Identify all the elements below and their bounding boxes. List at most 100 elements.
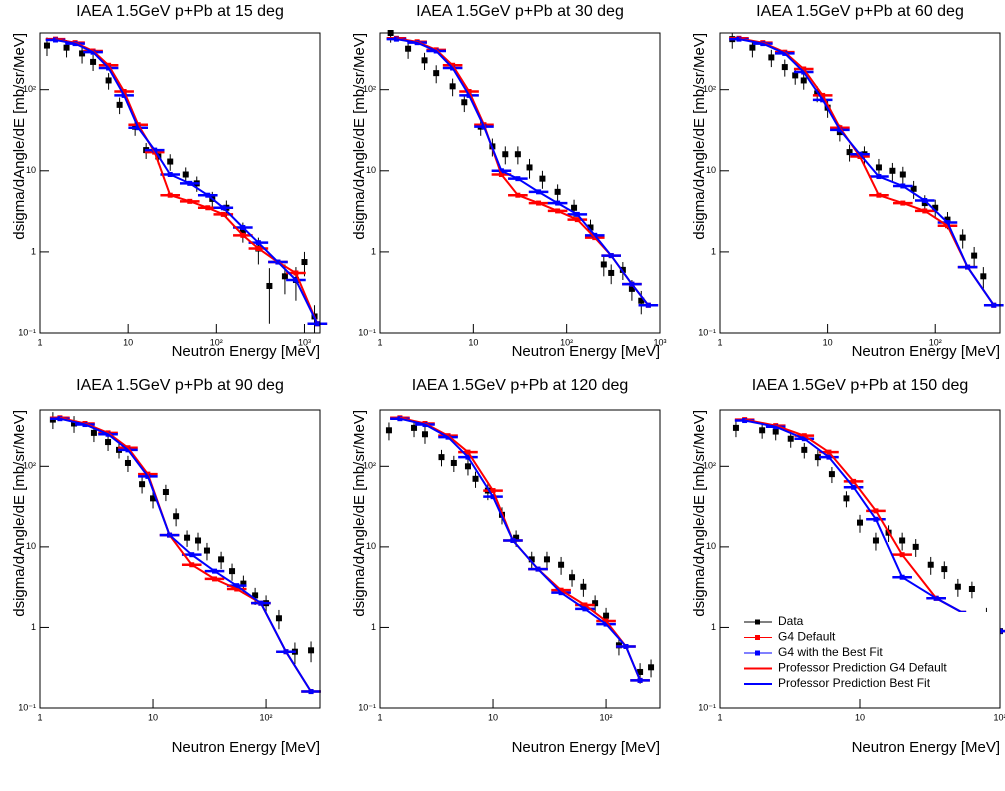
data-point <box>628 285 635 292</box>
y-tick-label: 10² <box>703 84 716 94</box>
y-tick-label: 10 <box>366 541 376 551</box>
data-point <box>800 77 807 84</box>
data-point <box>558 561 565 568</box>
data-point <box>266 282 273 289</box>
data-point <box>889 167 896 174</box>
data-point <box>608 269 615 276</box>
x-tick-label: 10 <box>488 712 498 722</box>
data-point <box>411 424 418 431</box>
legend-label: G4 with the Best Fit <box>778 645 883 659</box>
y-axis-label: dsigma/dAngle/dE [mb/sr/MeV] <box>351 410 368 617</box>
data-point <box>150 495 157 502</box>
plot-frame <box>39 32 321 334</box>
data-point <box>385 427 392 434</box>
panel: IAEA 1.5GeV p+Pb at 120 deg Neutron Energ… <box>351 377 661 756</box>
y-tick-label: 10 <box>26 541 36 551</box>
data-point <box>252 592 259 599</box>
data-point <box>308 647 315 654</box>
x-tick-label: 10² <box>560 337 573 347</box>
y-axis-label: dsigma/dAngle/dE [mb/sr/MeV] <box>11 410 28 617</box>
data-point <box>603 612 610 619</box>
data-point <box>203 547 210 554</box>
panel-title: IAEA 1.5GeV p+Pb at 15 deg <box>76 3 284 20</box>
x-tick-label: 10 <box>855 712 865 722</box>
legend-marker <box>755 619 760 625</box>
y-tick-label: 10⁻¹ <box>18 327 36 337</box>
data-point <box>71 420 78 427</box>
panel-title: IAEA 1.5GeV p+Pb at 30 deg <box>416 3 624 20</box>
y-tick-label: 1 <box>31 246 36 256</box>
y-tick-label: 10⁻¹ <box>698 327 716 337</box>
data-point <box>182 171 189 178</box>
data-point <box>240 580 247 587</box>
y-axis-label: dsigma/dAngle/dE [mb/sr/MeV] <box>11 33 28 240</box>
legend-label: Professor Prediction Best Fit <box>778 676 931 690</box>
data-point <box>980 273 987 280</box>
data-point <box>619 266 626 273</box>
y-axis-label: dsigma/dAngle/dE [mb/sr/MeV] <box>691 410 708 617</box>
legend-label: G4 Default <box>778 630 836 644</box>
x-tick-label: 1 <box>717 712 722 722</box>
legend-label: Data <box>778 614 804 628</box>
panel: IAEA 1.5GeV p+Pb at 60 deg Neutron Energy… <box>691 3 1004 360</box>
plot-frame <box>39 409 321 709</box>
x-tick-label: 10² <box>600 712 613 722</box>
prediction-line <box>738 38 995 306</box>
data-point <box>239 228 246 235</box>
data-point <box>768 54 775 61</box>
data-point <box>968 585 975 592</box>
marker <box>637 677 643 683</box>
data-point <box>638 297 645 304</box>
x-tick-label: 1 <box>377 712 382 722</box>
plot-frame <box>379 409 661 709</box>
data-point <box>528 556 535 563</box>
marker <box>645 302 651 308</box>
x-tick-label: 1 <box>717 337 722 347</box>
data-point <box>648 664 655 671</box>
data-point <box>592 600 599 607</box>
x-tick-label: 10² <box>210 337 223 347</box>
plot-frame <box>719 409 1001 709</box>
data-point <box>167 158 174 165</box>
data-point <box>79 50 86 57</box>
data-point <box>580 583 587 590</box>
data-point <box>63 44 70 51</box>
data-point <box>90 58 97 65</box>
y-tick-label: 10² <box>703 461 716 471</box>
y-tick-label: 10 <box>706 165 716 175</box>
data-point <box>195 537 202 544</box>
x-tick-label: 10 <box>468 337 478 347</box>
data-point <box>921 200 928 207</box>
data-point <box>600 261 607 268</box>
data-point <box>872 537 879 544</box>
data-point <box>732 424 739 431</box>
panel-title: IAEA 1.5GeV p+Pb at 60 deg <box>756 3 964 20</box>
y-tick-label: 10² <box>23 461 36 471</box>
data-point <box>571 204 578 211</box>
data-point <box>229 568 236 575</box>
data-point <box>461 99 468 106</box>
x-axis-label: Neutron Energy [MeV] <box>852 343 1000 360</box>
x-tick-label: 10³ <box>653 337 666 347</box>
data-point <box>184 534 191 541</box>
data-point <box>105 439 112 446</box>
legend-label: Professor Prediction G4 Default <box>778 661 947 675</box>
data-point <box>587 224 594 231</box>
data-point <box>846 149 853 156</box>
prediction-line <box>55 39 319 325</box>
y-tick-label: 10² <box>363 461 376 471</box>
y-tick-label: 1 <box>371 622 376 632</box>
prediction-line <box>59 416 312 693</box>
y-tick-label: 1 <box>711 246 716 256</box>
data-point <box>569 574 576 581</box>
data-point <box>954 583 961 590</box>
x-tick-label: 10² <box>929 337 942 347</box>
data-point <box>910 185 917 192</box>
panel: IAEA 1.5GeV p+Pb at 30 deg Neutron Energy… <box>351 3 667 360</box>
y-axis-label: dsigma/dAngle/dE [mb/sr/MeV] <box>351 33 368 240</box>
y-tick-label: 10 <box>366 165 376 175</box>
data-point <box>899 537 906 544</box>
y-tick-label: 10² <box>23 84 36 94</box>
x-axis-label: Neutron Energy [MeV] <box>852 739 1000 756</box>
data-point <box>828 471 835 478</box>
